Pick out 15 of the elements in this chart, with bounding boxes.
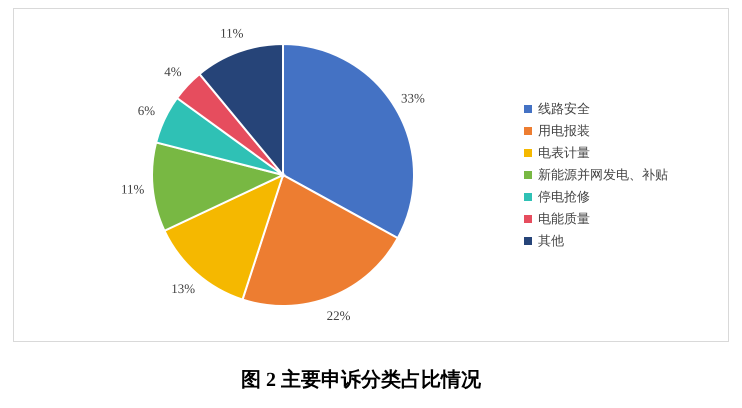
data-label: 4% (164, 64, 182, 80)
data-label: 33% (401, 90, 426, 106)
data-label: 6% (138, 103, 156, 118)
legend-label: 停电抢修 (538, 188, 590, 206)
data-label: 13% (171, 280, 196, 296)
legend-label: 电能质量 (538, 210, 590, 228)
legend-label: 新能源并网发电、补贴 (538, 166, 668, 184)
data-label: 11% (120, 182, 145, 197)
text: 图 2 主要申诉分类占比情况 (240, 368, 482, 393)
legend-label: 电表计量 (538, 144, 590, 162)
data-label: 22% (326, 308, 351, 323)
legend-label: 用电报装 (538, 122, 590, 140)
legend-label: 线路安全 (538, 100, 590, 118)
legend-label: 其他 (538, 232, 564, 250)
data-label: 11% (220, 25, 244, 40)
